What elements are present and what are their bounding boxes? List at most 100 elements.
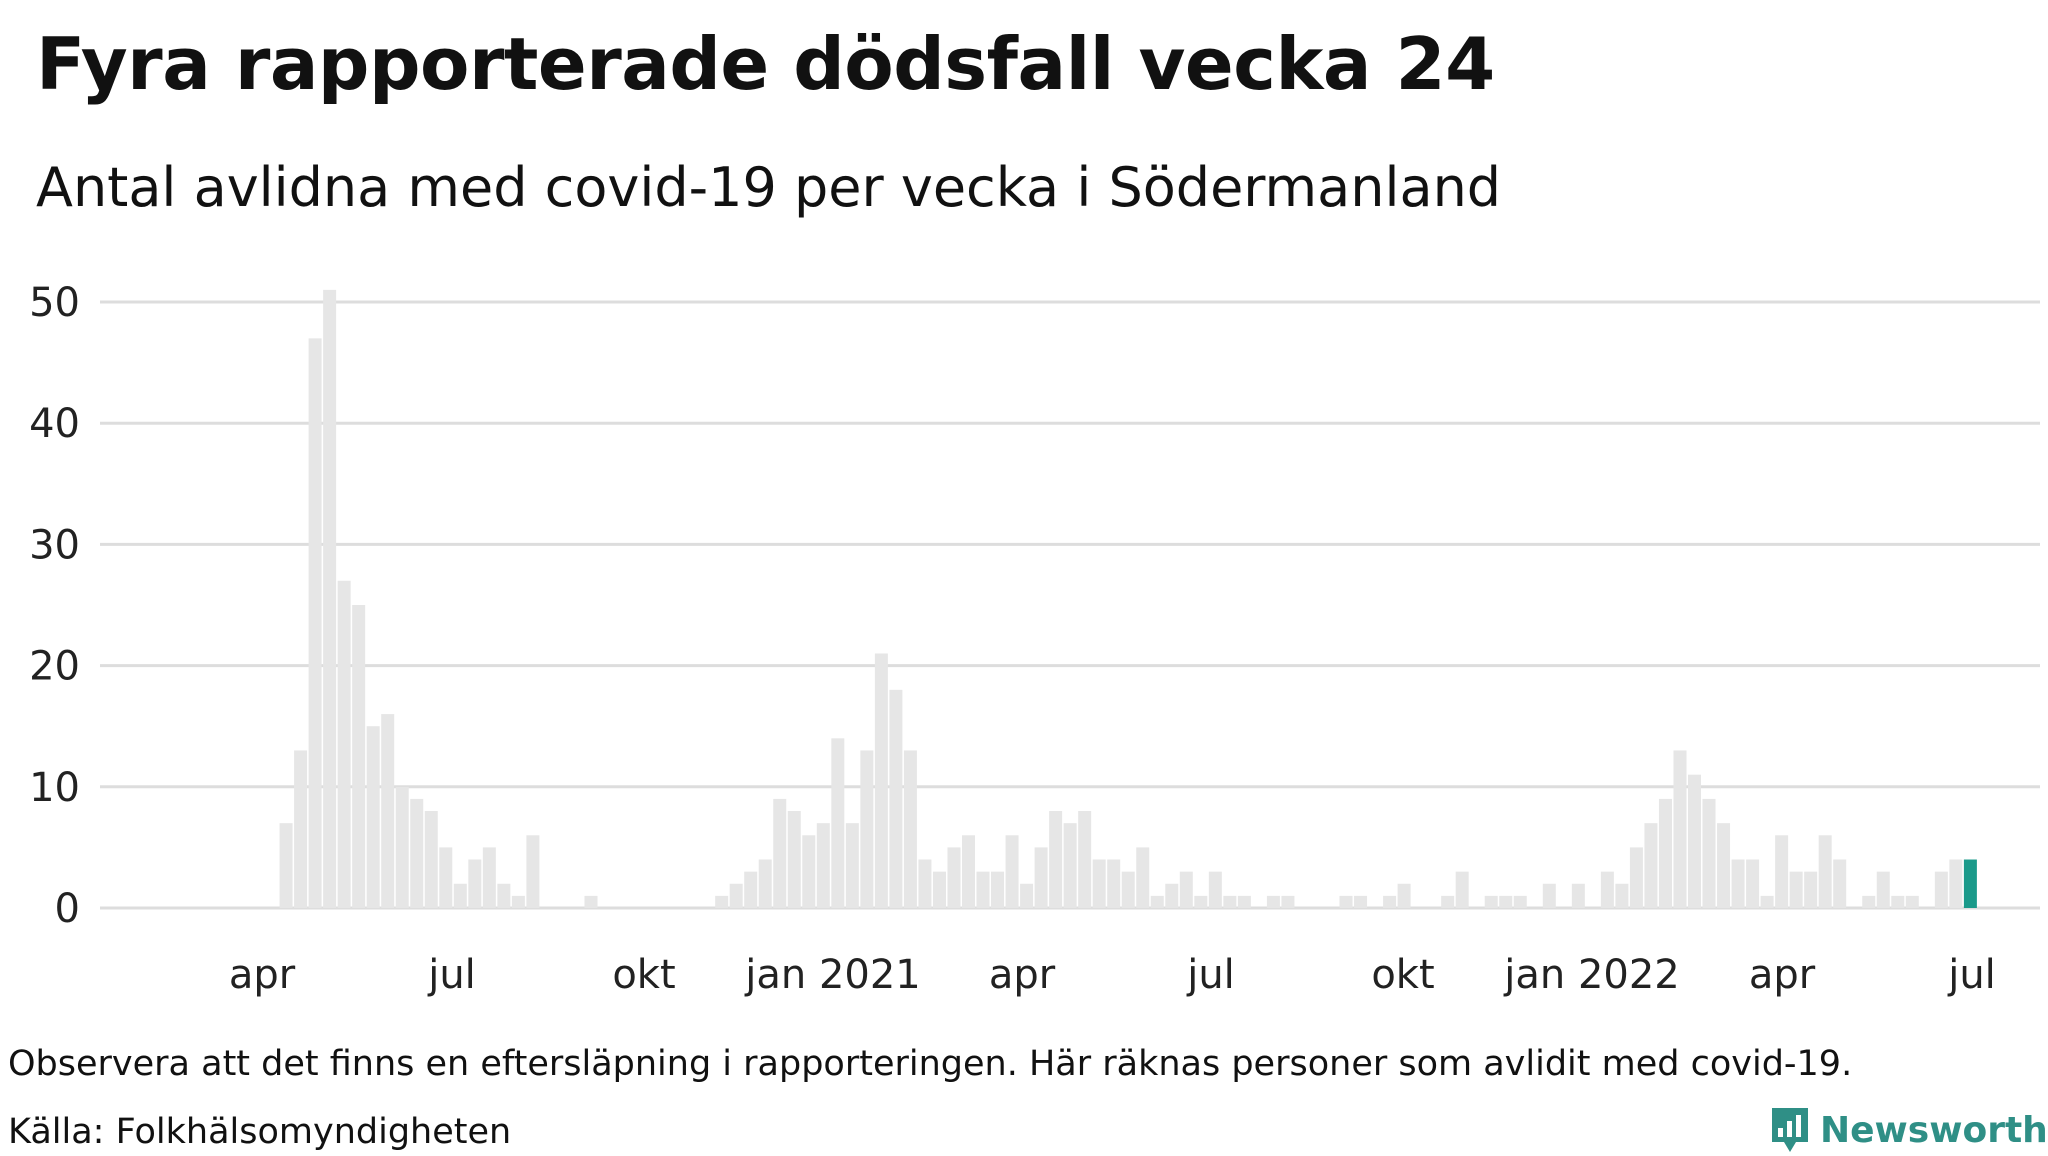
bar bbox=[1034, 847, 1048, 908]
bar bbox=[1005, 835, 1019, 908]
bar bbox=[1499, 895, 1513, 908]
bar bbox=[1629, 847, 1643, 908]
y-tick-label: 50 bbox=[29, 280, 80, 326]
bar bbox=[1150, 895, 1164, 908]
bar bbox=[1078, 811, 1092, 908]
bar bbox=[294, 750, 308, 908]
bar bbox=[1862, 895, 1876, 908]
bar bbox=[1484, 895, 1498, 908]
bar bbox=[874, 653, 888, 908]
bar bbox=[1237, 895, 1251, 908]
y-tick-label: 0 bbox=[55, 886, 80, 932]
bar bbox=[715, 895, 729, 908]
x-tick-label: jan 2022 bbox=[1503, 952, 1680, 998]
bar bbox=[1266, 895, 1280, 908]
bar bbox=[991, 871, 1005, 908]
x-tick-label: jul bbox=[1186, 952, 1235, 998]
bar bbox=[1020, 883, 1034, 908]
bar bbox=[1354, 895, 1368, 908]
bar bbox=[1673, 750, 1687, 908]
bar bbox=[424, 811, 438, 908]
bar bbox=[976, 871, 990, 908]
bar bbox=[1760, 895, 1774, 908]
newsworthy-logo-icon bbox=[1772, 1108, 1808, 1152]
bar bbox=[1746, 859, 1760, 908]
bar bbox=[1339, 895, 1353, 908]
bar bbox=[918, 859, 932, 908]
bar bbox=[802, 835, 816, 908]
bar bbox=[932, 871, 946, 908]
bar bbox=[1731, 859, 1745, 908]
bar bbox=[1571, 883, 1585, 908]
source-credit: Källa: Folkhälsomyndigheten bbox=[8, 1112, 512, 1152]
y-tick-label: 10 bbox=[29, 765, 80, 811]
y-tick-label: 30 bbox=[29, 522, 80, 568]
bar bbox=[1905, 895, 1919, 908]
bar bbox=[1121, 871, 1135, 908]
bar bbox=[1092, 859, 1106, 908]
bar bbox=[744, 871, 758, 908]
bar bbox=[323, 289, 337, 908]
bar bbox=[395, 786, 409, 908]
y-tick-label: 20 bbox=[29, 644, 80, 690]
bar bbox=[1281, 895, 1295, 908]
chart-title: Fyra rapporterade dödsfall vecka 24 bbox=[36, 22, 1495, 106]
bar bbox=[1223, 895, 1237, 908]
bar bbox=[468, 859, 482, 908]
bar bbox=[903, 750, 917, 908]
bar bbox=[787, 811, 801, 908]
bar bbox=[1717, 823, 1731, 908]
bar bbox=[1876, 871, 1890, 908]
bar bbox=[1688, 774, 1701, 908]
bar bbox=[453, 883, 467, 908]
bar bbox=[1063, 823, 1077, 908]
x-tick-label: okt bbox=[612, 952, 675, 998]
bar bbox=[1542, 883, 1556, 908]
bar bbox=[381, 714, 395, 908]
bar bbox=[1441, 895, 1455, 908]
bar bbox=[962, 835, 975, 908]
y-tick-label: 40 bbox=[29, 401, 80, 447]
newsworthy-logo-text: Newsworthy bbox=[1820, 1109, 2048, 1151]
bar bbox=[1949, 859, 1963, 908]
bar bbox=[816, 823, 830, 908]
bar bbox=[1513, 895, 1527, 908]
bar bbox=[497, 883, 511, 908]
bar bbox=[1165, 883, 1179, 908]
newsworthy-logo: Newsworthy bbox=[1768, 1104, 2048, 1156]
bar bbox=[511, 895, 525, 908]
bar bbox=[845, 823, 859, 908]
bar bbox=[352, 605, 366, 908]
bar bbox=[1397, 883, 1411, 908]
bar bbox=[1600, 871, 1614, 908]
bar bbox=[860, 750, 874, 908]
bar bbox=[308, 338, 322, 908]
bar bbox=[1136, 847, 1150, 908]
y-axis-ticks: 0 10 20 30 40 50 bbox=[29, 280, 80, 932]
bar bbox=[1208, 871, 1222, 908]
bar bbox=[1615, 883, 1629, 908]
bar bbox=[1891, 895, 1905, 908]
bar bbox=[1934, 871, 1948, 908]
x-tick-label: jul bbox=[1947, 952, 1996, 998]
bar bbox=[773, 798, 787, 908]
bar bbox=[1804, 871, 1818, 908]
x-tick-label: jul bbox=[427, 952, 476, 998]
bar bbox=[410, 798, 424, 908]
bars bbox=[279, 289, 1977, 908]
bar bbox=[439, 847, 453, 908]
x-axis-ticks: apr jul okt jan 2021 apr jul okt jan 2022 apr jul bbox=[229, 952, 1996, 998]
bar bbox=[758, 859, 772, 908]
bar bbox=[1658, 798, 1672, 908]
bar bbox=[1179, 871, 1193, 908]
bar bbox=[1833, 859, 1847, 908]
bar bbox=[831, 738, 845, 908]
bar bbox=[337, 580, 351, 908]
bar bbox=[1702, 798, 1716, 908]
bar bbox=[366, 726, 380, 908]
bar bbox=[1818, 835, 1832, 908]
chart-subtitle: Antal avlidna med covid-19 per vecka i S… bbox=[36, 156, 1502, 219]
bar bbox=[1455, 871, 1469, 908]
x-tick-label: apr bbox=[989, 952, 1056, 998]
bar bbox=[1775, 835, 1789, 908]
